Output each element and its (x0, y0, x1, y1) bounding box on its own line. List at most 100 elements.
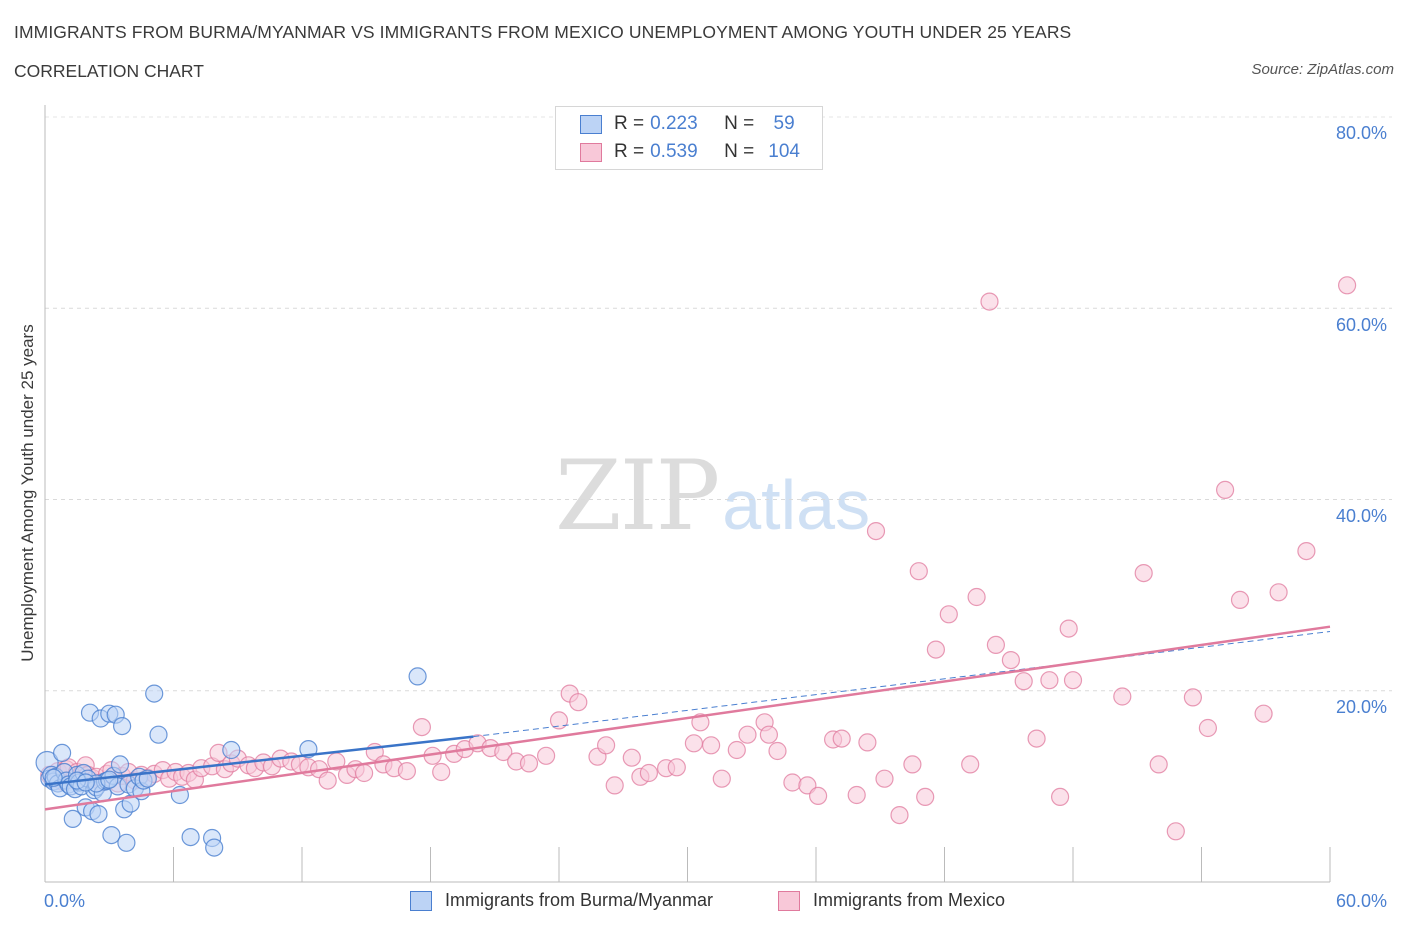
bottom-legend-burma: Immigrants from Burma/Myanmar (410, 890, 713, 911)
point-mexico (1014, 672, 1033, 691)
point-mexico (890, 805, 909, 825)
point-burma (52, 743, 72, 763)
point-mexico (701, 736, 721, 755)
point-mexico (926, 640, 946, 659)
data-points (35, 276, 1357, 857)
point-mexico (1230, 590, 1250, 610)
point-mexico (909, 562, 928, 581)
point-mexico (1166, 822, 1185, 841)
point-burma (112, 716, 132, 736)
point-mexico (596, 736, 616, 755)
point-mexico (903, 755, 922, 774)
point-burma (76, 773, 95, 792)
point-burma (89, 804, 108, 824)
point-mexico (667, 758, 686, 777)
point-mexico (939, 605, 958, 624)
n-label: N = (724, 141, 755, 162)
gridlines (45, 116, 1392, 692)
point-mexico (536, 746, 556, 765)
point-mexico (1215, 480, 1235, 499)
point-mexico (1063, 671, 1083, 690)
trend-line-burma (44, 735, 474, 786)
point-burma (100, 770, 119, 789)
point-burma (222, 740, 241, 760)
point-mexico (1198, 718, 1218, 738)
point-mexico (858, 733, 877, 752)
trend-line-burma-extension (473, 630, 1331, 738)
n-value-burma: 59 (773, 113, 795, 134)
n-label: N = (724, 113, 755, 134)
stats-legend-row-burma: R = 0.223 N = 59 (580, 113, 804, 135)
point-mexico (875, 769, 894, 788)
point-mexico (569, 693, 588, 712)
point-mexico (986, 635, 1006, 655)
n-value-mexico: 104 (768, 141, 800, 162)
point-mexico (1297, 541, 1316, 561)
point-burma (149, 725, 168, 744)
r-label: R = (614, 113, 645, 134)
point-burma (145, 684, 164, 703)
point-burma (205, 838, 224, 857)
point-mexico (980, 292, 999, 311)
point-mexico (1050, 787, 1070, 807)
point-mexico (832, 729, 851, 748)
point-mexico (397, 761, 416, 781)
r-label: R = (614, 141, 645, 162)
chart-subtitle: CORRELATION CHART (14, 61, 204, 81)
point-mexico (847, 785, 866, 805)
point-mexico (639, 763, 659, 783)
point-burma (181, 827, 200, 847)
y-tick-label-80: 80.0% (1336, 123, 1388, 143)
point-mexico (1254, 704, 1273, 723)
legend-swatch-mexico (580, 142, 602, 162)
point-mexico (1113, 687, 1132, 706)
point-mexico (808, 786, 828, 806)
x-axis-max-label: 60.0% (1336, 891, 1388, 911)
point-mexico (684, 734, 704, 753)
trend-line-mexico (44, 625, 1331, 811)
bottom-legend-mexico: Immigrants from Mexico (778, 890, 1005, 911)
bottom-legend-label-mexico: Immigrants from Mexico (813, 890, 1006, 910)
point-burma (102, 825, 121, 845)
point-mexico (1040, 671, 1059, 690)
point-mexico (727, 740, 746, 760)
y-tick-label-60: 60.0% (1336, 315, 1388, 335)
watermark: ZIPatlas (555, 440, 870, 552)
y-axis-title: Unemployment Among Youth under 25 years (18, 324, 37, 662)
chart-title: IMMIGRANTS FROM BURMA/MYANMAR VS IMMIGRA… (14, 22, 1072, 42)
watermark-atlas: atlas (722, 466, 871, 544)
point-mexico (1337, 276, 1357, 295)
stats-legend-row-mexico: R = 0.539 N = 104 (580, 141, 804, 163)
point-mexico (355, 763, 374, 783)
point-mexico (759, 725, 779, 744)
y-tick-label-40: 40.0% (1336, 506, 1388, 526)
point-mexico (549, 711, 569, 730)
watermark-zip: ZIP (555, 440, 720, 552)
point-mexico (1269, 583, 1288, 602)
point-mexico (967, 587, 986, 607)
point-mexico (412, 717, 431, 737)
y-tick-label-20: 20.0% (1336, 697, 1388, 717)
point-mexico (1134, 563, 1153, 583)
point-mexico (605, 776, 624, 795)
point-mexico (712, 769, 731, 788)
point-mexico (1183, 688, 1203, 707)
bottom-legend-swatch-mexico (778, 890, 800, 911)
r-value-burma: 0.223 (650, 113, 698, 134)
point-mexico (916, 787, 935, 807)
point-mexico (866, 521, 886, 541)
point-mexico (691, 713, 710, 732)
point-mexico (738, 725, 757, 744)
point-mexico (622, 748, 641, 767)
bottom-legend-label-burma: Immigrants from Burma/Myanmar (445, 890, 714, 910)
point-mexico (1059, 619, 1078, 638)
point-mexico (961, 755, 980, 774)
point-mexico (519, 754, 539, 773)
point-burma (408, 667, 427, 686)
point-mexico (1149, 755, 1168, 774)
bottom-legend-swatch-burma (410, 890, 432, 911)
point-burma (63, 809, 82, 829)
point-mexico (1027, 729, 1046, 748)
source-credit: Source: ZipAtlas.com (1251, 61, 1394, 78)
